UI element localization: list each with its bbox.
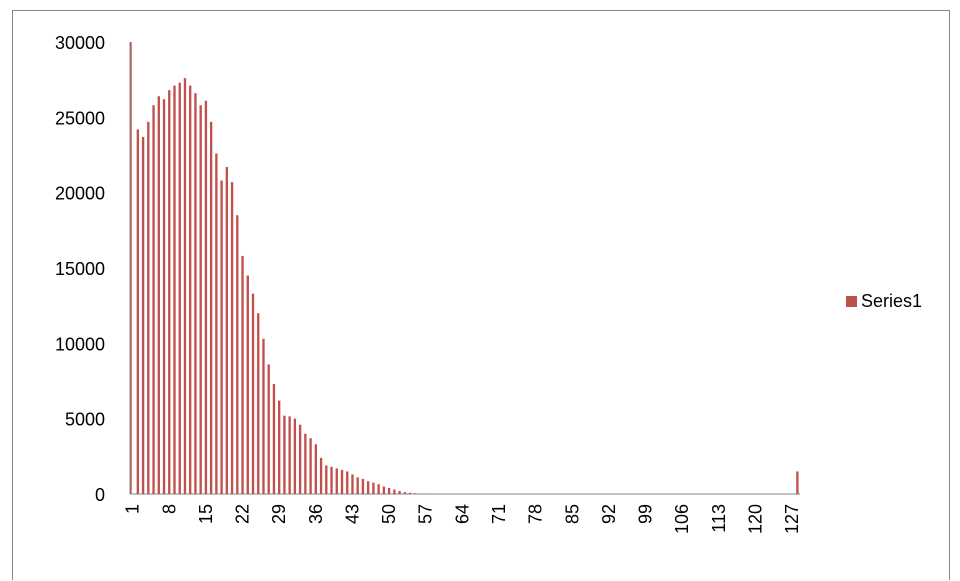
x-tick-label: 22 [233, 504, 253, 524]
x-tick-label: 1 [123, 504, 143, 514]
legend-swatch-series1 [846, 296, 857, 307]
bar [393, 489, 396, 494]
x-tick-label: 8 [159, 504, 179, 514]
bar [351, 474, 354, 494]
x-tick-label: 43 [342, 504, 362, 524]
bar [251, 293, 255, 494]
bar [262, 338, 265, 494]
bar [267, 364, 270, 494]
y-axis: 0 5000 10000 15000 20000 25000 30000 [55, 33, 131, 505]
bar [257, 313, 260, 494]
bar [178, 82, 181, 495]
bar [147, 121, 150, 494]
bar [366, 481, 370, 494]
bar [377, 484, 380, 494]
bar [189, 85, 192, 495]
x-tick-label: 92 [599, 504, 619, 524]
y-tick-label: 5000 [65, 410, 105, 430]
bar [168, 90, 171, 495]
x-axis: 1 8 15 22 29 36 43 50 57 64 71 78 85 92 99 106 113 120 127 [123, 493, 802, 534]
x-tick-label: 120 [746, 504, 766, 534]
y-tick-label: 10000 [55, 334, 105, 354]
legend: Series1 [846, 291, 922, 312]
y-tick-label: 15000 [55, 259, 105, 279]
bar [293, 418, 297, 494]
bar [230, 182, 234, 494]
y-tick-label: 0 [95, 485, 105, 505]
x-tick-label: 99 [636, 504, 656, 524]
x-tick-label: 29 [269, 504, 289, 524]
x-tick-label: 113 [709, 504, 729, 533]
bar [335, 468, 338, 494]
bar [414, 493, 417, 494]
bar [278, 400, 281, 494]
bar [346, 471, 349, 494]
bar [241, 255, 244, 494]
bar [298, 424, 302, 494]
bar [220, 180, 223, 494]
bar [246, 275, 249, 494]
bar [398, 490, 401, 494]
bar [215, 153, 218, 494]
bar [288, 416, 291, 494]
bar [403, 492, 406, 494]
x-tick-label: 127 [782, 504, 802, 534]
bar [330, 466, 333, 494]
bar [325, 465, 328, 494]
y-tick-label: 30000 [55, 33, 105, 53]
bar [340, 469, 344, 494]
bar [319, 457, 323, 494]
bar [152, 105, 155, 494]
bar [356, 477, 359, 494]
y-tick-label: 25000 [55, 108, 105, 128]
bar [382, 486, 386, 494]
bar [272, 384, 276, 494]
x-tick-label: 36 [306, 504, 326, 524]
bar [162, 99, 166, 495]
bar [183, 78, 187, 494]
bar [796, 471, 799, 494]
x-tick-label: 50 [379, 504, 399, 524]
bar [130, 42, 132, 494]
bar [304, 433, 307, 494]
bar [225, 167, 229, 494]
bar [199, 105, 202, 494]
x-tick-label: 106 [672, 504, 692, 534]
bar [157, 96, 160, 495]
bar [173, 85, 176, 495]
bar [204, 100, 208, 494]
bar [309, 438, 312, 494]
x-tick-label: 85 [562, 504, 582, 524]
bar [209, 121, 213, 494]
legend-label-series1: Series1 [861, 291, 923, 311]
bars [130, 42, 799, 495]
bar [314, 444, 317, 494]
bar [283, 415, 286, 494]
bar [236, 215, 239, 494]
bar [194, 93, 197, 494]
bar [141, 136, 145, 495]
bar [387, 487, 391, 494]
x-tick-label: 71 [489, 504, 509, 524]
x-tick-label: 64 [452, 504, 472, 524]
x-tick-label: 78 [526, 504, 546, 524]
bar [136, 129, 140, 495]
y-tick-label: 20000 [55, 184, 105, 204]
bar [408, 492, 412, 494]
bar [361, 478, 365, 494]
x-tick-label: 15 [196, 504, 216, 524]
x-tick-label: 57 [416, 504, 436, 524]
bar [372, 482, 375, 494]
